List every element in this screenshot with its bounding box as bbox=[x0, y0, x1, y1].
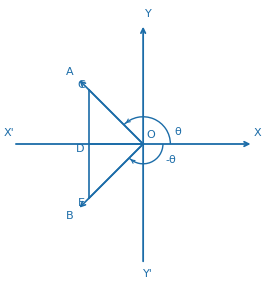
Text: E: E bbox=[78, 198, 85, 208]
Text: B: B bbox=[66, 211, 74, 221]
Text: O: O bbox=[146, 130, 155, 140]
Text: C: C bbox=[78, 80, 85, 90]
Text: θ: θ bbox=[174, 127, 181, 137]
Text: Y': Y' bbox=[143, 269, 153, 279]
Text: -θ: -θ bbox=[165, 155, 176, 165]
Text: D: D bbox=[76, 144, 84, 154]
Text: X: X bbox=[253, 128, 261, 138]
Text: A: A bbox=[66, 67, 74, 77]
Text: Y: Y bbox=[145, 9, 151, 19]
Text: X': X' bbox=[4, 128, 15, 138]
